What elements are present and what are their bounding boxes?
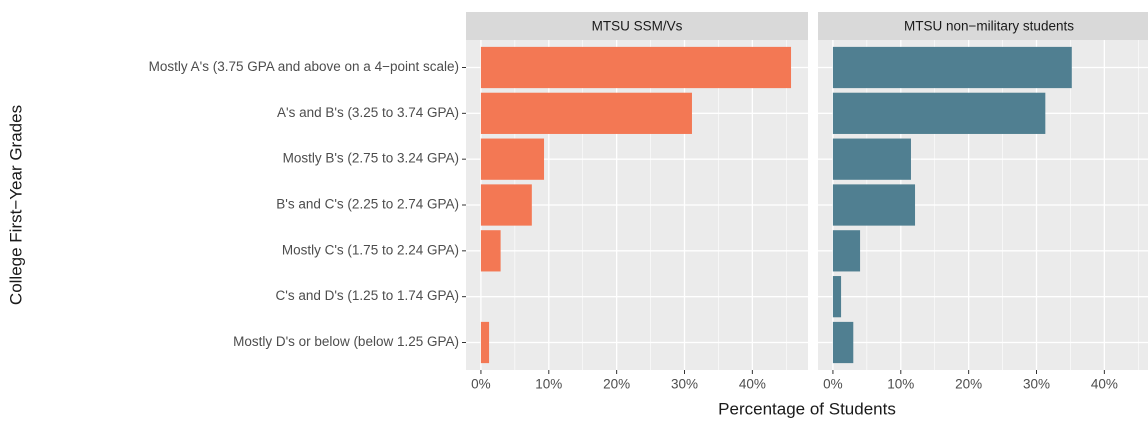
strip bbox=[818, 12, 1148, 40]
x-tick-label: 20% bbox=[603, 377, 630, 392]
bar bbox=[480, 138, 545, 180]
bar bbox=[480, 92, 692, 134]
x-axis-label: Percentage of Students bbox=[718, 399, 896, 418]
x-tick-label: 30% bbox=[671, 377, 698, 392]
x-tick-label: 40% bbox=[739, 377, 766, 392]
bar bbox=[832, 230, 861, 272]
y-tick-label: C's and D's (1.25 to 1.74 GPA) bbox=[276, 288, 460, 303]
x-tick-label: 40% bbox=[1091, 377, 1118, 392]
bar bbox=[480, 321, 490, 364]
y-axis-label: College First−Year Grades bbox=[6, 105, 25, 305]
y-tick-label: Mostly D's or below (below 1.25 GPA) bbox=[233, 334, 459, 349]
strip-label: MTSU SSM/Vs bbox=[592, 19, 683, 34]
bar bbox=[480, 230, 501, 272]
strip-label: MTSU non−military students bbox=[904, 19, 1074, 34]
plot-area: MTSU SSM/Vs 0% 10% 20% 30% 40% MTSU non−milita… bbox=[149, 12, 1148, 392]
bar bbox=[832, 276, 842, 318]
bar bbox=[832, 138, 911, 180]
bar bbox=[832, 92, 1046, 134]
y-tick-label: B's and C's (2.25 to 2.74 GPA) bbox=[276, 197, 459, 212]
y-tick-label: Mostly B's (2.75 to 3.24 GPA) bbox=[283, 151, 459, 166]
y-tick-label: Mostly C's (1.75 to 2.24 GPA) bbox=[282, 242, 459, 257]
strip bbox=[466, 12, 808, 40]
y-tick-label: Mostly A's (3.75 GPA and above on a 4−po… bbox=[149, 59, 459, 74]
bar bbox=[480, 184, 532, 226]
bar bbox=[832, 46, 1072, 89]
y-tick-label: A's and B's (3.25 to 3.74 GPA) bbox=[277, 105, 459, 120]
x-tick-label: 0% bbox=[471, 377, 491, 392]
bar bbox=[480, 46, 792, 89]
x-tick-label: 10% bbox=[887, 377, 914, 392]
bar bbox=[832, 184, 916, 226]
bar bbox=[832, 321, 854, 364]
x-tick-label: 30% bbox=[1023, 377, 1050, 392]
x-tick-label: 0% bbox=[823, 377, 843, 392]
x-tick-label: 10% bbox=[535, 377, 562, 392]
x-tick-label: 20% bbox=[955, 377, 982, 392]
